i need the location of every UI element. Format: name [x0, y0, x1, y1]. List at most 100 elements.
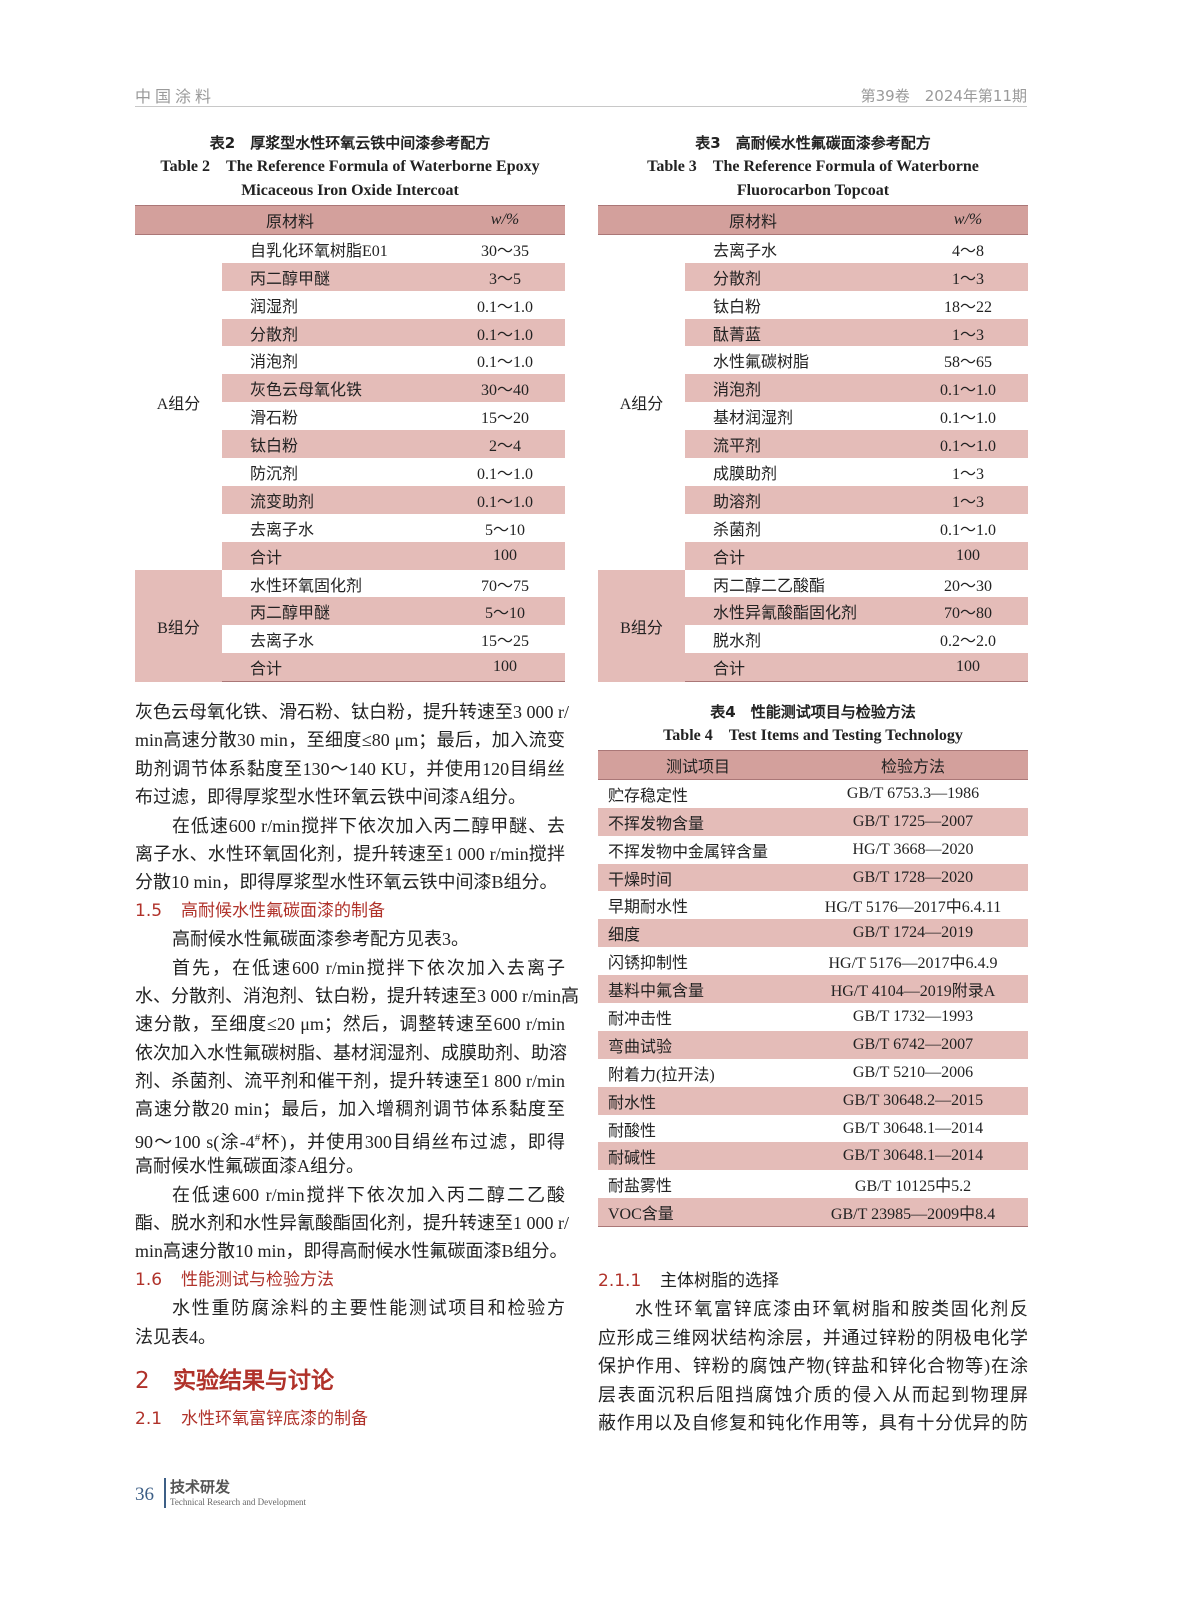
- paragraph-line: 剂、杀菌剂、流平剂和催干剂，提升转速至1 800 r/min: [135, 1071, 565, 1092]
- test-item-cell: 耐水性: [598, 1086, 798, 1115]
- header-test-method: 检验方法: [798, 750, 1028, 780]
- paragraph-line: 高耐候水性氟碳面漆A组分。: [135, 1156, 364, 1177]
- material-cell: 成膜助剂: [713, 465, 778, 483]
- right-column-text: 2.1.1 主体树脂的选择水性环氧富锌底漆由环氧树脂和胺类固化剂反应形成三维网状结…: [598, 1267, 1028, 1437]
- heading-number: 1.5: [135, 900, 163, 921]
- test-item-cell: 耐冲击性: [608, 1010, 673, 1028]
- header-test-item: 测试项目: [598, 750, 798, 780]
- heading-text: 水性环氧富锌底漆的制备: [181, 1408, 368, 1429]
- table-row: 耐碱性 GB/T 30648.1—2014: [598, 1142, 1028, 1171]
- paragraph-line: min高速分散10 min，即得高耐候水性氟碳面漆B组分。: [135, 1241, 568, 1262]
- table-row: 合计 100: [598, 541, 1028, 570]
- table-row: 消泡剂 0.1～1.0: [598, 374, 1028, 403]
- table-row: A组分 自乳化环氧树脂E01 30～35: [135, 234, 565, 413]
- material-cell: 分散剂: [222, 318, 445, 347]
- table-row: 灰色云母氧化铁 30～40: [135, 374, 565, 403]
- table2-title-en-1: Table 2 The Reference Formula of Waterbo…: [160, 158, 540, 175]
- value-cell: 0.1～1.0: [476, 298, 533, 316]
- test-item-cell: 耐盐雾性: [608, 1178, 673, 1196]
- material-cell: 脱水剂: [713, 633, 762, 651]
- test-method-cell: GB/T 5210—2006: [852, 1063, 974, 1081]
- table-row: 不挥发物含量 GB/T 1725—2007: [598, 807, 1028, 836]
- table-row: 消泡剂 0.1～1.0: [135, 346, 565, 374]
- table3-caption: 表3 高耐候水性氟碳面漆参考配方 Table 3 The Reference F…: [598, 131, 1028, 203]
- value-cell: 70～75: [480, 577, 529, 595]
- paragraph-line: 助剂调节体系黏度至130～140 KU，并使用120目绢丝: [135, 758, 565, 779]
- value-cell: 0.1～1.0: [445, 485, 565, 514]
- value-cell: 100: [445, 653, 565, 683]
- value-cell: 1～3: [951, 465, 984, 483]
- table-row: 耐水性 GB/T 30648.2—2015: [598, 1086, 1028, 1115]
- paragraph-line: min高速分散30 min，至细度≤80 μm；最后，加入流变: [135, 730, 565, 751]
- footer-section-en: Technical Research and Development: [170, 1497, 307, 1507]
- section-heading: 2.1.1 主体树脂的选择: [598, 1267, 1028, 1295]
- table-row: 去离子水 5～10: [135, 514, 565, 542]
- table-row: 分散剂 0.1～1.0: [135, 318, 565, 347]
- table-row: 钛白粉 18～22: [598, 291, 1028, 319]
- test-method-cell: GB/T 10125中5.2: [854, 1178, 972, 1196]
- group-label: B组分: [135, 569, 222, 682]
- value-cell: 3～5: [445, 262, 565, 291]
- value-cell: 4～8: [951, 242, 984, 260]
- heading-number: 1.6: [135, 1269, 163, 1290]
- table2-title-en-2: Micaceous Iron Oxide Intercoat: [241, 182, 459, 199]
- value-cell: 0.1～1.0: [939, 521, 996, 539]
- paragraph-line: 速分散，至细度≤20 μm；然后，调整转速至600 r/min: [135, 1014, 565, 1035]
- paragraph-line: 水性环氧富锌底漆由环氧树脂和胺类固化剂反: [635, 1299, 1028, 1320]
- test-method-cell: GB/T 1725—2007: [798, 807, 1028, 836]
- superscript: #: [254, 1131, 261, 1144]
- table-row: 早期耐水性 HG/T 5176—2017中6.4.11: [598, 891, 1028, 919]
- material-cell: 去离子水: [250, 633, 315, 651]
- table-row: 水性氟碳树脂 58～65: [598, 346, 1028, 374]
- paragraph-line: 水、分散剂、消泡剂、钛白粉，提升转速至3 000 r/min高: [135, 985, 579, 1006]
- test-method-cell: GB/T 30648.2—2015: [798, 1086, 1028, 1115]
- material-cell: 合计: [222, 541, 445, 570]
- value-cell: 20～30: [943, 577, 992, 595]
- test-method-cell: GB/T 1732—1993: [852, 1007, 974, 1025]
- material-cell: 灰色云母氧化铁: [222, 374, 445, 403]
- paragraph-line: 离子水、水性环氧固化剂，提升转速至1 000 r/min搅拌: [135, 843, 565, 864]
- table4-title-en: Table 4 Test Items and Testing Technolog…: [663, 727, 963, 744]
- material-cell: 去离子水: [250, 521, 315, 539]
- value-cell: 30～35: [480, 242, 529, 260]
- table-row: 合计 100: [135, 653, 565, 683]
- table4: 测试项目 检验方法 贮存稳定性 GB/T 6753.3—1986 不挥发物含量 GB/T …: [598, 750, 1028, 1228]
- table3-title-en-2: Fluorocarbon Topcoat: [736, 182, 890, 199]
- table-row: 脱水剂 0.2～2.0: [598, 625, 1028, 653]
- material-cell: 合计: [222, 653, 445, 683]
- material-cell: 防沉剂: [250, 465, 299, 483]
- paragraph-line: 应形成三维网状结构涂层，并通过锌粉的阴极电化学: [598, 1327, 1028, 1348]
- table4-caption: 表4 性能测试项目与检验方法 Table 4 Test Items and Te…: [598, 700, 1028, 748]
- table-row: 弯曲试验 GB/T 6742—2007: [598, 1030, 1028, 1059]
- test-item-cell: 耐酸性: [608, 1122, 657, 1140]
- paragraph-line: 高耐候水性氟碳面漆参考配方见表3。: [172, 929, 469, 950]
- test-method-cell: GB/T 1728—2020: [798, 863, 1028, 892]
- paragraph-line: 在低速600 r/min搅拌下依次加入丙二醇二乙酸: [172, 1184, 565, 1205]
- test-method-cell: GB/T 6753.3—1986: [846, 784, 980, 802]
- table-row: 闪锈抑制性 HG/T 5176—2017中6.4.9: [598, 947, 1028, 975]
- material-cell: 钛白粉: [222, 430, 445, 459]
- material-cell: 流变助剂: [222, 485, 445, 514]
- paragraph-line: 法见表4。: [135, 1326, 216, 1347]
- test-item-cell: 早期耐水性: [608, 899, 689, 917]
- issue-info: 第39卷 2024年第11期: [860, 87, 1027, 105]
- table-row: 附着力(拉开法) GB/T 5210—2006: [598, 1059, 1028, 1087]
- value-cell: 1～3: [908, 318, 1028, 347]
- table2: 原材料 w/% A组分 自乳化环氧树脂E01 30～35 丙二醇甲醚 3～5 润湿剂 0.1～1…: [135, 205, 565, 683]
- test-item-cell: 附着力(拉开法): [608, 1066, 715, 1084]
- material-cell: 水性环氧固化剂: [250, 577, 363, 595]
- material-cell: 酞菁蓝: [685, 318, 908, 347]
- table-row: 细度 GB/T 1724—2019: [598, 919, 1028, 948]
- heading-text: 性能测试与检验方法: [181, 1269, 334, 1290]
- journal-name: 中国涂料: [135, 87, 216, 106]
- section-heading: 1.6 性能测试与检验方法: [135, 1266, 565, 1294]
- table2-title-cn: 表2 厚浆型水性环氧云铁中间漆参考配方: [209, 134, 491, 152]
- test-item-cell: 基料中氟含量: [598, 975, 798, 1004]
- material-cell: 丙二醇甲醚: [222, 597, 445, 626]
- footer-divider: [164, 1478, 166, 1508]
- section-number: 2: [135, 1367, 150, 1394]
- value-cell: 0.1～1.0: [939, 410, 996, 428]
- material-cell: 自乳化环氧树脂E01: [250, 242, 388, 260]
- section-heading: 1.5 高耐候水性氟碳面漆的制备: [135, 897, 565, 925]
- test-item-cell: 干燥时间: [598, 863, 798, 892]
